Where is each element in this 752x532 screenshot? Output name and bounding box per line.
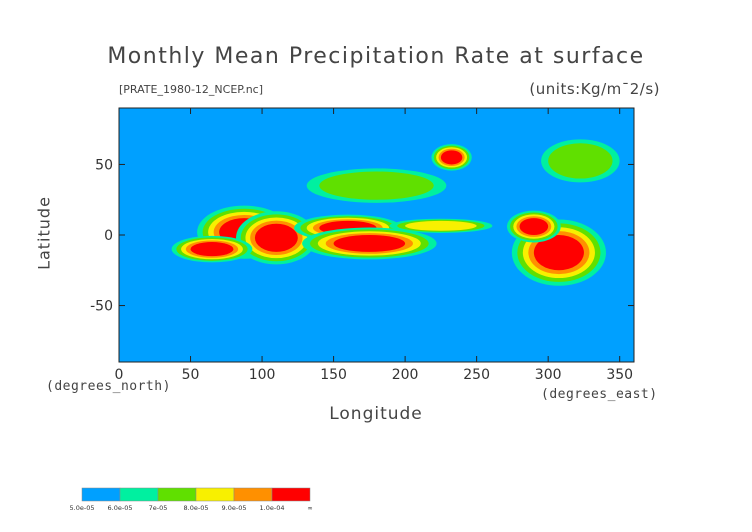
- colorbar-box-0: [81, 487, 121, 502]
- x-axis-label: Longitude: [329, 404, 423, 424]
- x-tick-label-50: 50: [182, 367, 200, 383]
- colorbar-label-5: 1.0e-04: [260, 504, 285, 512]
- x-tick-label-200: 200: [392, 367, 419, 383]
- precip-region-1-level-5: [254, 223, 298, 252]
- x-tick-label-300: 300: [535, 367, 562, 383]
- x-tick-label-250: 250: [463, 367, 490, 383]
- colorbar-label-2: 7e-05: [149, 504, 168, 512]
- y-tick-label-50: 50: [95, 157, 113, 173]
- colorbar-label-1: 6.0e-05: [108, 504, 133, 512]
- y-tick-label-0: 0: [104, 228, 113, 244]
- colorbar-box-5: [271, 487, 311, 502]
- x-tick-label-100: 100: [249, 367, 276, 383]
- colorbar-label-0: 5.0e-05: [70, 504, 95, 512]
- units-label: (units:Kg/m¯2/s): [529, 80, 660, 98]
- x-unit-label: (degrees_east): [541, 387, 658, 402]
- chart-title: Monthly Mean Precipitation Rate at surfa…: [107, 44, 645, 69]
- precip-region-10-level-2: [548, 143, 613, 179]
- y-unit-label: (degrees_north): [46, 379, 171, 394]
- precip-region-3-level-5: [333, 235, 406, 252]
- colorbar-box-2: [157, 487, 197, 502]
- precip-region-5-level-5: [533, 235, 584, 271]
- file-name: [PRATE_1980-12_NCEP.nc]: [119, 83, 264, 96]
- colorbar-label-3: 8.0e-05: [184, 504, 209, 512]
- precip-region-7-level-3: [405, 220, 477, 231]
- colorbar-box-3: [195, 487, 235, 502]
- colorbar-box-1: [119, 487, 159, 502]
- colorbar-label-6: ∞: [307, 504, 312, 512]
- y-tick-label--50: -50: [90, 299, 113, 315]
- precip-region-6-level-5: [519, 218, 549, 236]
- colorbar-box-4: [233, 487, 273, 502]
- precip-region-4-level-5: [190, 242, 234, 257]
- precip-region-9-level-5: [440, 150, 463, 165]
- precip-region-8-level-2: [319, 171, 434, 200]
- x-tick-label-350: 350: [606, 367, 633, 383]
- x-tick-label-150: 150: [320, 367, 347, 383]
- x-tick-label-0: 0: [115, 367, 124, 383]
- colorbar-label-4: 9.0e-05: [222, 504, 247, 512]
